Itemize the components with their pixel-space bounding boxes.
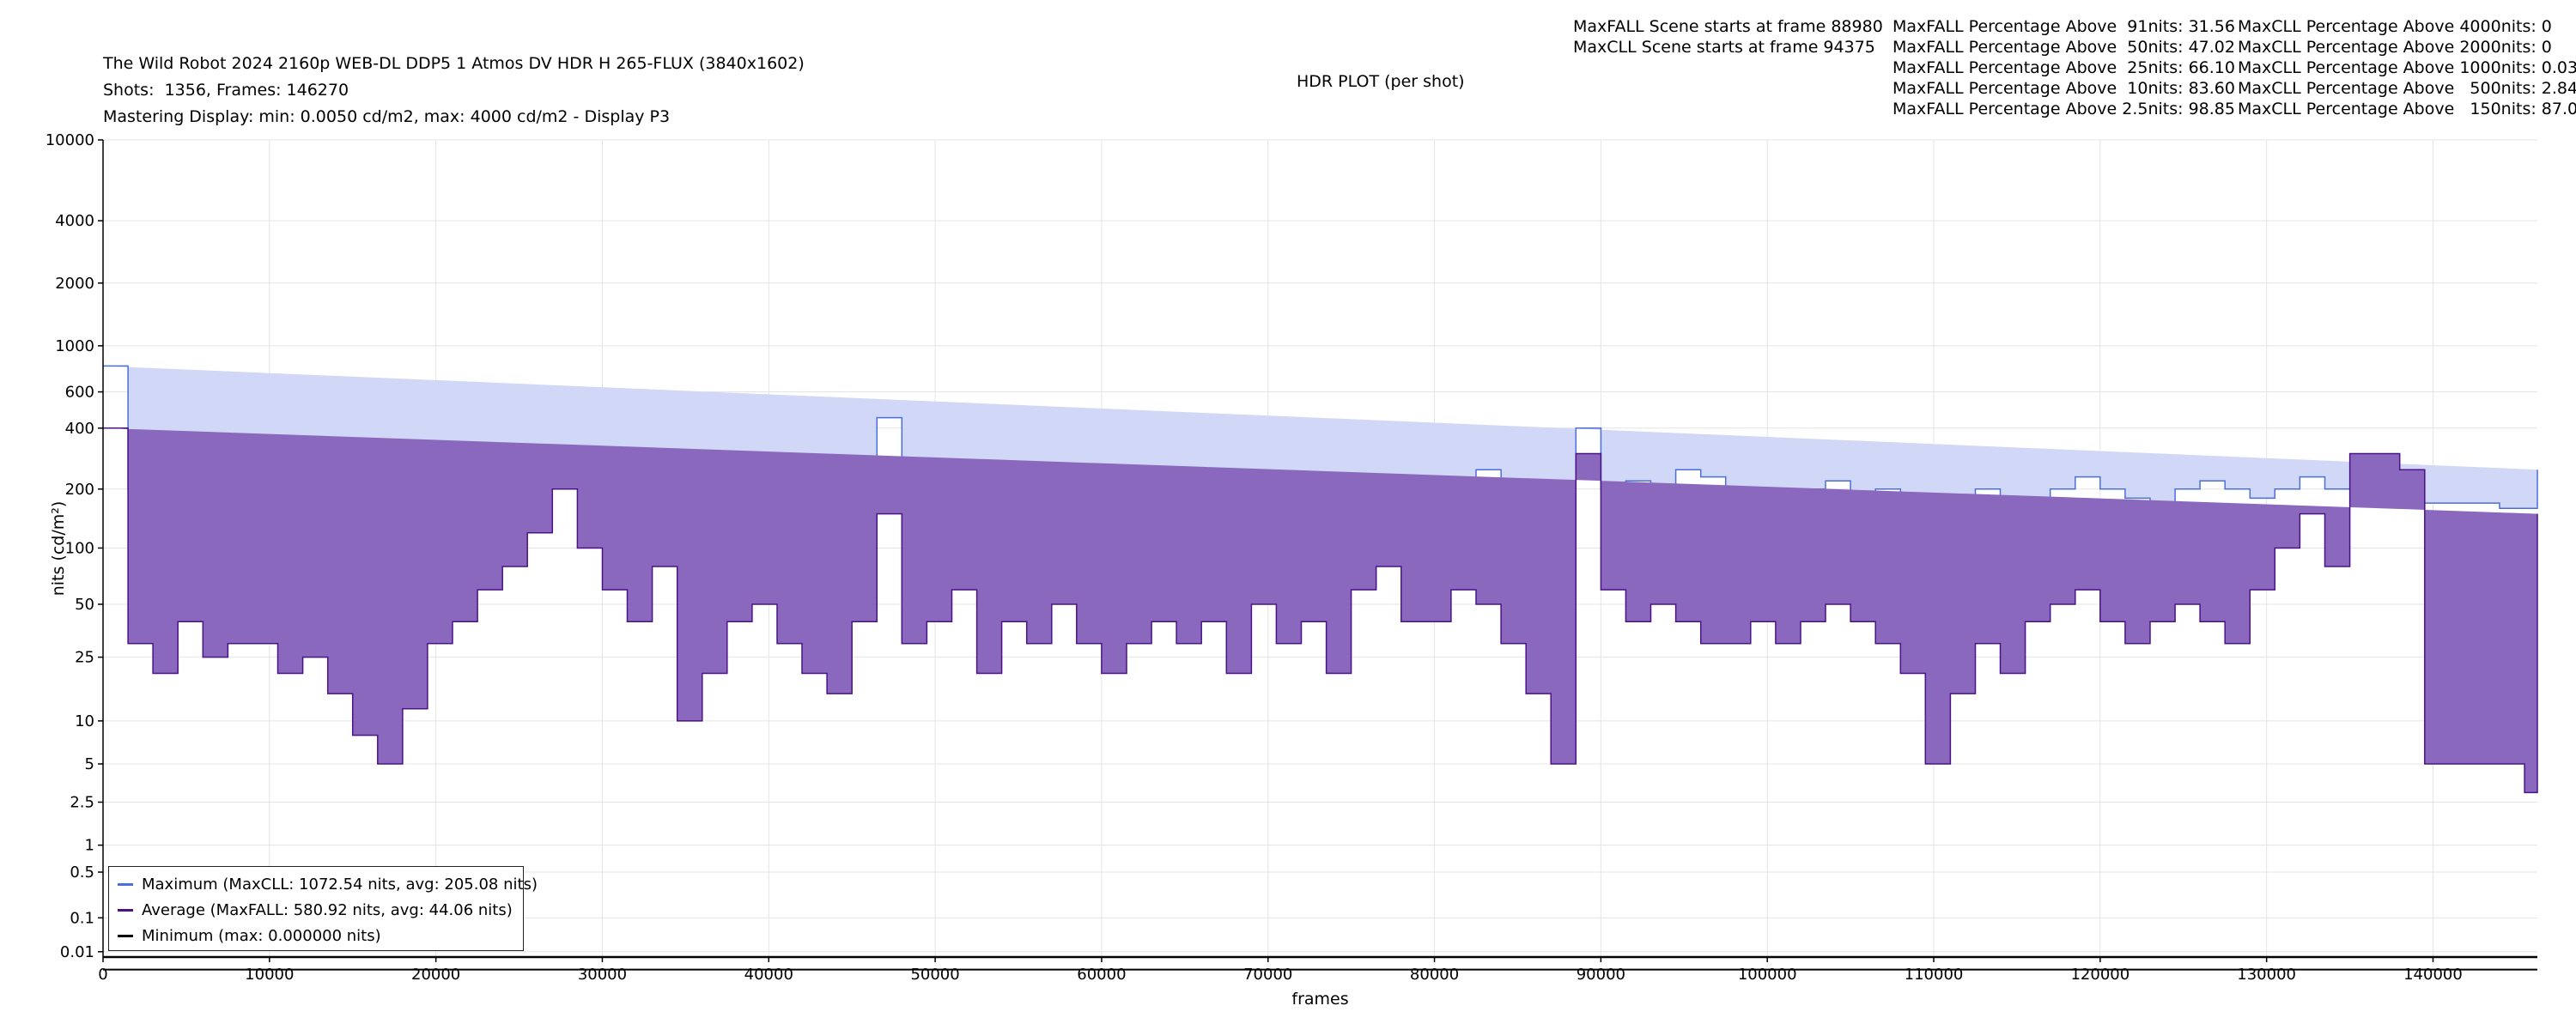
x-tick-label: 0 xyxy=(98,966,107,984)
x-tick-label: 70000 xyxy=(1243,966,1292,984)
x-tick-label: 10000 xyxy=(245,966,294,984)
x-axis-label: frames xyxy=(1291,990,1348,1009)
x-tick-label: 60000 xyxy=(1077,966,1126,984)
mastering-display-info: Mastering Display: min: 0.0050 cd/m2, ma… xyxy=(103,107,671,126)
legend-label-minimum: Minimum (max: 0.000000 nits) xyxy=(142,926,381,945)
axis-layer: 1000040002000100060040020010050251052.51… xyxy=(46,131,2537,1009)
x-tick-label: 50000 xyxy=(910,966,959,984)
maxcll-pct-line: MaxCLL Percentage Above 500nits: 2.84 xyxy=(2238,79,2576,98)
y-tick-label: 1000 xyxy=(55,337,94,355)
maxcll-pct-line: MaxCLL Percentage Above 2000nits: 0 xyxy=(2238,38,2552,57)
x-tick-label: 30000 xyxy=(578,966,627,984)
y-tick-label: 100 xyxy=(65,539,94,557)
y-tick-label: 10 xyxy=(75,712,94,730)
legend-swatch-minimum xyxy=(118,934,133,937)
x-tick-label: 90000 xyxy=(1577,966,1625,984)
x-tick-label: 120000 xyxy=(2070,966,2129,984)
series-average-line xyxy=(103,427,2538,794)
y-tick-label: 50 xyxy=(75,596,94,614)
y-tick-label: 5 xyxy=(85,755,94,773)
y-tick-label: 600 xyxy=(65,384,94,402)
maxfall-scene-start: MaxFALL Scene starts at frame 88980 xyxy=(1573,17,1883,36)
y-tick-label: 1 xyxy=(85,837,94,855)
maxfall-pct-line: MaxFALL Percentage Above 25nits: 66.10 xyxy=(1893,58,2235,77)
x-tick-label: 20000 xyxy=(411,966,460,984)
x-tick-label: 110000 xyxy=(1905,966,1964,984)
maxcll-pct-line: MaxCLL Percentage Above 1000nits: 0.03 xyxy=(2238,58,2576,77)
x-tick-label: 80000 xyxy=(1410,966,1459,984)
legend-swatch-maximum xyxy=(118,882,133,886)
maxcll-pct-line: MaxCLL Percentage Above 150nits: 87.08 xyxy=(2238,100,2576,118)
y-tick-label: 2.5 xyxy=(70,794,94,812)
x-tick-label: 130000 xyxy=(2237,966,2296,984)
movie-title: The Wild Robot 2024 2160p WEB-DL DDP5 1 … xyxy=(103,54,805,73)
y-tick-label: 4000 xyxy=(55,212,94,230)
maxfall-pct-line: MaxFALL Percentage Above 10nits: 83.60 xyxy=(1893,79,2235,98)
maxfall-pct-line: MaxFALL Percentage Above 91nits: 31.56 xyxy=(1893,17,2235,36)
shots-frames-info: Shots: 1356, Frames: 146270 xyxy=(103,81,349,100)
legend-label-maximum: Maximum (MaxCLL: 1072.54 nits, avg: 205.… xyxy=(142,875,538,894)
y-tick-label: 2000 xyxy=(55,275,94,293)
series-average-area xyxy=(103,427,2537,793)
x-tick-label: 40000 xyxy=(744,966,793,984)
y-tick-label: 400 xyxy=(65,420,94,438)
y-tick-label: 10000 xyxy=(46,131,94,149)
maxfall-pct-line: MaxFALL Percentage Above 2.5nits: 98.85 xyxy=(1893,100,2235,118)
x-tick-label: 100000 xyxy=(1738,966,1797,984)
maxfall-pct-line: MaxFALL Percentage Above 50nits: 47.02 xyxy=(1893,38,2235,57)
plot-title: HDR PLOT (per shot) xyxy=(1297,72,1465,91)
legend-swatch-average xyxy=(118,908,133,912)
y-tick-label: 25 xyxy=(75,649,94,667)
y-tick-label: 0.1 xyxy=(70,909,94,927)
legend-item-maximum: Maximum (MaxCLL: 1072.54 nits, avg: 205.… xyxy=(118,872,538,896)
series-layer xyxy=(103,365,2538,971)
y-tick-label: 0.5 xyxy=(70,863,94,882)
chart-legend: Maximum (MaxCLL: 1072.54 nits, avg: 205.… xyxy=(108,866,538,951)
maxcll-pct-line: MaxCLL Percentage Above 4000nits: 0 xyxy=(2238,17,2552,36)
x-tick-label: 140000 xyxy=(2403,966,2463,984)
maxcll-scene-start: MaxCLL Scene starts at frame 94375 xyxy=(1573,38,1875,57)
y-tick-label: 200 xyxy=(65,481,94,499)
legend-item-minimum: Minimum (max: 0.000000 nits) xyxy=(118,924,381,948)
legend-item-average: Average (MaxFALL: 580.92 nits, avg: 44.0… xyxy=(118,898,513,922)
legend-label-average: Average (MaxFALL: 580.92 nits, avg: 44.0… xyxy=(142,900,513,919)
y-axis-label: nits (cd/m²) xyxy=(49,501,68,597)
y-tick-label: 0.01 xyxy=(60,943,94,961)
